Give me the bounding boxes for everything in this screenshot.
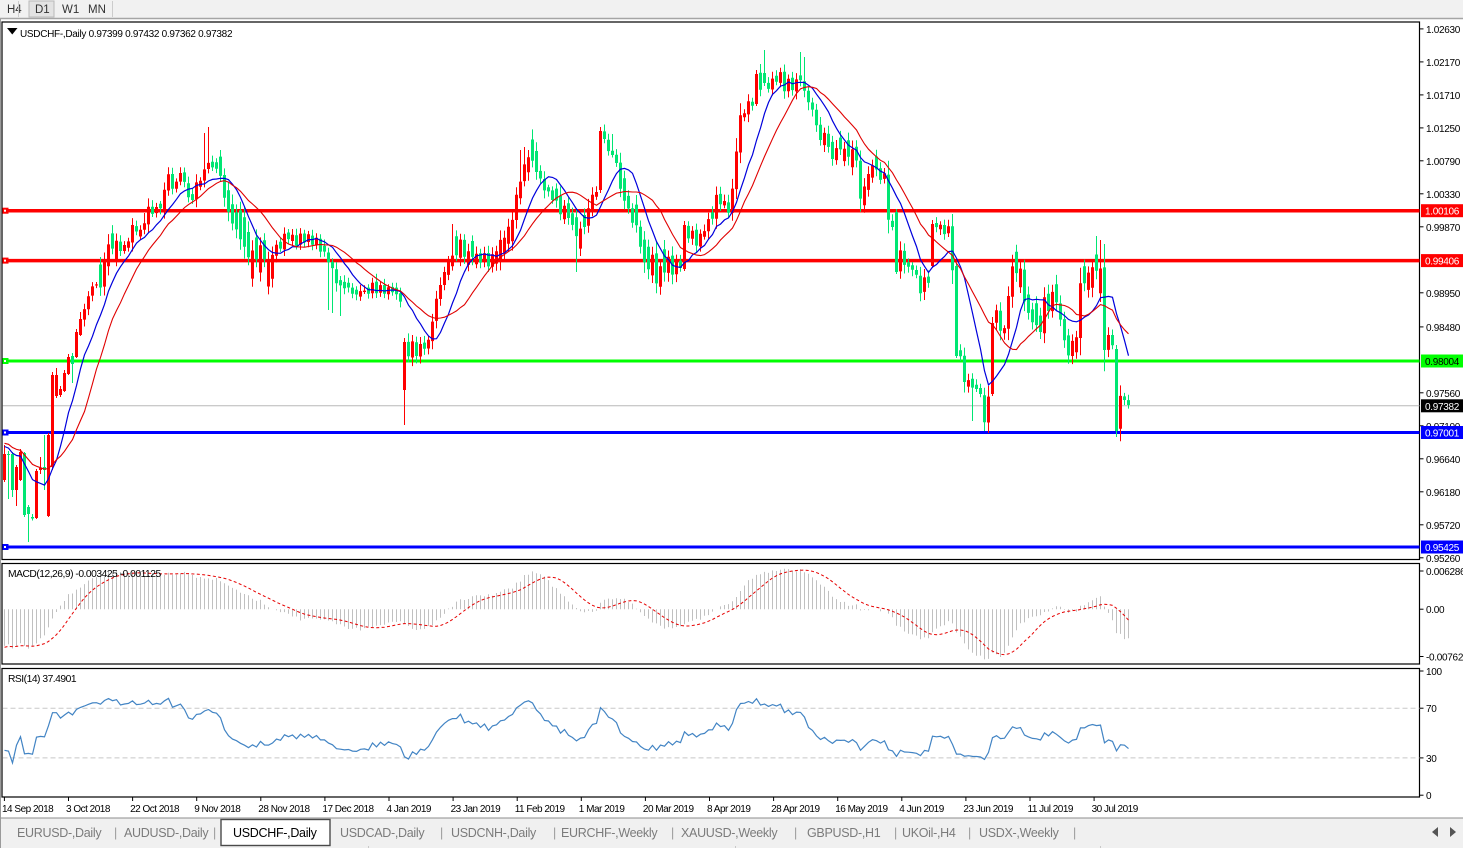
svg-text:30: 30 [1426,754,1437,765]
svg-text:0.98480: 0.98480 [1426,323,1461,334]
svg-text:|: | [794,826,797,840]
svg-text:9 Nov 2018: 9 Nov 2018 [194,804,241,815]
svg-text:0.96640: 0.96640 [1426,455,1461,466]
svg-text:|: | [1073,826,1076,840]
svg-text:USDCHF-,Daily 0.97399 0.97432: USDCHF-,Daily 0.97399 0.97432 0.97362 0.… [20,29,233,40]
svg-text:RSI(14) 37.4901: RSI(14) 37.4901 [8,674,77,685]
svg-text:EURUSD-,Daily: EURUSD-,Daily [17,826,102,840]
svg-text:100: 100 [1426,667,1443,678]
svg-text:|: | [671,826,674,840]
svg-text:0.006286: 0.006286 [1426,567,1463,578]
svg-text:GBPUSD-,H1: GBPUSD-,H1 [807,826,881,840]
svg-text:|: | [894,826,897,840]
svg-text:30 Jul 2019: 30 Jul 2019 [1092,804,1139,815]
svg-text:8 Apr 2019: 8 Apr 2019 [707,804,751,815]
svg-text:28 Nov 2018: 28 Nov 2018 [258,804,310,815]
svg-text:USDCAD-,Daily: USDCAD-,Daily [340,826,425,840]
svg-text:1 Mar 2019: 1 Mar 2019 [579,804,626,815]
svg-text:1.01250: 1.01250 [1426,124,1461,135]
svg-text:UKOil-,H4: UKOil-,H4 [902,826,956,840]
svg-text:0.97382: 0.97382 [1425,402,1460,413]
svg-text:USDX-,Weekly: USDX-,Weekly [979,826,1060,840]
svg-text:1.02170: 1.02170 [1426,58,1461,69]
svg-text:23 Jan 2019: 23 Jan 2019 [451,804,501,815]
svg-text:0.99406: 0.99406 [1425,257,1460,268]
svg-text:1.00790: 1.00790 [1426,157,1461,168]
svg-text:0.97560: 0.97560 [1426,389,1461,400]
svg-text:28 Apr 2019: 28 Apr 2019 [771,804,820,815]
svg-text:|: | [114,826,117,840]
svg-text:MACD(12,26,9) -0.003425 -0.001: MACD(12,26,9) -0.003425 -0.001125 [8,569,162,580]
svg-text:0.95260: 0.95260 [1426,554,1461,565]
svg-text:0.00: 0.00 [1426,605,1445,616]
svg-text:|: | [553,826,556,840]
svg-text:0: 0 [1426,791,1432,802]
svg-text:XAUUSD-,Weekly: XAUUSD-,Weekly [681,826,778,840]
svg-text:0.95720: 0.95720 [1426,521,1461,532]
svg-text:USDCHF-,Daily: USDCHF-,Daily [233,826,318,840]
svg-text:11 Jul 2019: 11 Jul 2019 [1028,804,1074,815]
svg-text:1.01710: 1.01710 [1426,91,1461,102]
svg-text:0.95425: 0.95425 [1425,543,1460,554]
svg-text:11 Feb 2019: 11 Feb 2019 [515,804,566,815]
svg-text:USDCNH-,Daily: USDCNH-,Daily [451,826,537,840]
svg-text:|: | [968,826,971,840]
svg-text:4 Jan 2019: 4 Jan 2019 [387,804,432,815]
svg-text:22 Oct 2018: 22 Oct 2018 [130,804,180,815]
svg-text:3 Oct 2018: 3 Oct 2018 [66,804,111,815]
svg-text:16 May 2019: 16 May 2019 [835,804,888,815]
svg-text:D1: D1 [35,4,50,16]
svg-text:1.00330: 1.00330 [1426,190,1461,201]
svg-text:W1: W1 [62,4,79,16]
svg-text:4 Jun 2019: 4 Jun 2019 [899,804,944,815]
svg-text:23 Jun 2019: 23 Jun 2019 [963,804,1013,815]
svg-text:-0.00762: -0.00762 [1426,653,1463,664]
svg-text:|: | [440,826,443,840]
svg-text:MN: MN [88,4,106,16]
svg-text:0.98950: 0.98950 [1426,289,1461,300]
svg-text:|: | [213,826,216,840]
svg-text:70: 70 [1426,704,1437,715]
svg-text:1.02630: 1.02630 [1426,25,1461,36]
svg-text:20 Mar 2019: 20 Mar 2019 [643,804,695,815]
svg-text:0.99870: 0.99870 [1426,223,1461,234]
svg-text:1.00106: 1.00106 [1425,207,1460,218]
svg-text:H4: H4 [7,4,22,16]
svg-text:EURCHF-,Weekly: EURCHF-,Weekly [561,826,658,840]
svg-text:0.98004: 0.98004 [1425,357,1460,368]
svg-text:AUDUSD-,Daily: AUDUSD-,Daily [124,826,209,840]
svg-text:0.97001: 0.97001 [1425,429,1460,440]
svg-text:14 Sep 2018: 14 Sep 2018 [2,804,54,815]
svg-text:17 Dec 2018: 17 Dec 2018 [322,804,374,815]
svg-text:0.96180: 0.96180 [1426,488,1461,499]
